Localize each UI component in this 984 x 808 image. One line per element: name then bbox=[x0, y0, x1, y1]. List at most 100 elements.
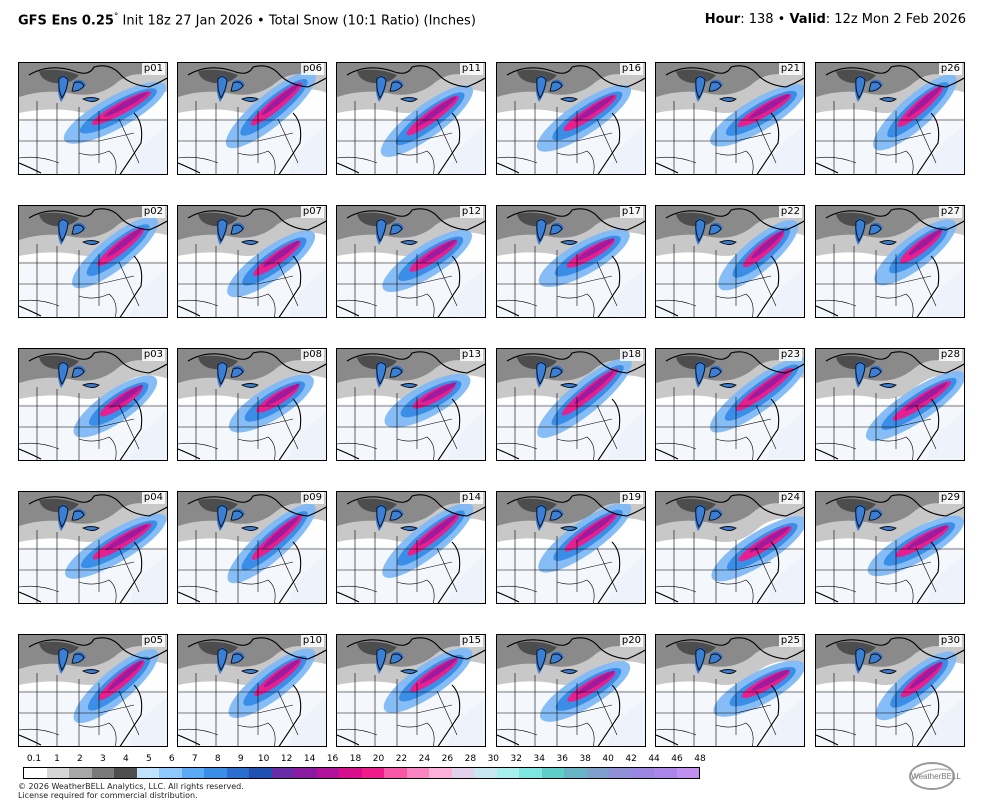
panel-member-label: p09 bbox=[300, 492, 324, 504]
panel-member-label: p29 bbox=[938, 492, 962, 504]
panel-member-label: p12 bbox=[459, 206, 483, 218]
ensemble-panel: p08 bbox=[177, 348, 327, 461]
colorbar-segment bbox=[631, 768, 654, 778]
header-left: GFS Ens 0.25° Init 18z 27 Jan 2026 • Tot… bbox=[18, 12, 476, 28]
ensemble-panel: p28 bbox=[815, 348, 965, 461]
snowfall-map bbox=[178, 63, 326, 174]
snowfall-map bbox=[816, 206, 964, 317]
snowfall-map bbox=[337, 206, 485, 317]
ensemble-panel: p25 bbox=[655, 634, 805, 747]
ensemble-panel: p18 bbox=[496, 348, 646, 461]
ensemble-panel: p22 bbox=[655, 205, 805, 318]
colorbar-segment bbox=[114, 768, 137, 778]
panel-member-label: p14 bbox=[459, 492, 483, 504]
ensemble-panel: p06 bbox=[177, 62, 327, 175]
panel-member-label: p21 bbox=[778, 63, 802, 75]
colorbar-segment bbox=[676, 768, 699, 778]
panel-member-label: p16 bbox=[619, 63, 643, 75]
snowfall-map bbox=[19, 206, 167, 317]
snowfall-map bbox=[178, 492, 326, 603]
ensemble-panel: p21 bbox=[655, 62, 805, 175]
panel-member-label: p06 bbox=[300, 63, 324, 75]
snowfall-map bbox=[497, 492, 645, 603]
degree-mark: ° bbox=[113, 12, 119, 22]
map-header: GFS Ens 0.25° Init 18z 27 Jan 2026 • Tot… bbox=[18, 12, 966, 34]
ensemble-panel: p14 bbox=[336, 491, 486, 604]
snowfall-map bbox=[337, 635, 485, 746]
panel-member-label: p04 bbox=[141, 492, 165, 504]
panel-member-label: p05 bbox=[141, 635, 165, 647]
panel-member-label: p27 bbox=[938, 206, 962, 218]
colorbar-segment bbox=[159, 768, 182, 778]
colorbar-tick-label: 1 bbox=[54, 754, 60, 764]
panel-member-label: p11 bbox=[459, 63, 483, 75]
snowfall-map bbox=[178, 349, 326, 460]
ensemble-panel: p27 bbox=[815, 205, 965, 318]
ensemble-panel: p17 bbox=[496, 205, 646, 318]
colorbar-segment bbox=[361, 768, 384, 778]
colorbar-tick-label: 4 bbox=[122, 754, 129, 764]
snowfall-map bbox=[816, 63, 964, 174]
ensemble-panel: p30 bbox=[815, 634, 965, 747]
snowfall-map bbox=[19, 349, 167, 460]
colorbar-tick-label: 24 bbox=[418, 754, 431, 764]
panel-member-label: p08 bbox=[300, 349, 324, 361]
product-name: Total Snow (10:1 Ratio) (Inches) bbox=[268, 13, 476, 29]
panel-member-label: p15 bbox=[459, 635, 483, 647]
panel-member-label: p19 bbox=[619, 492, 643, 504]
colorbar-tick-label: 30 bbox=[487, 754, 500, 764]
snowfall-map bbox=[656, 63, 804, 174]
panel-member-label: p25 bbox=[778, 635, 802, 647]
colorbar-segment bbox=[541, 768, 564, 778]
colorbar-tick-label: 46 bbox=[671, 754, 683, 764]
panel-member-label: p18 bbox=[619, 349, 643, 361]
ensemble-panel: p04 bbox=[18, 491, 168, 604]
panel-member-label: p10 bbox=[300, 635, 324, 647]
header-right: Hour: 138 • Valid: 12z Mon 2 Feb 2026 bbox=[705, 12, 966, 27]
colorbar-tick-label: 9 bbox=[237, 754, 244, 764]
panel-member-label: p02 bbox=[141, 206, 165, 218]
ensemble-panel: p03 bbox=[18, 348, 168, 461]
colorbar-segment bbox=[69, 768, 92, 778]
valid-value: : 12z Mon 2 Feb 2026 bbox=[825, 12, 966, 27]
colorbar-tick-label: 10 bbox=[257, 754, 270, 764]
snowfall-map bbox=[656, 635, 804, 746]
ensemble-panel: p10 bbox=[177, 634, 327, 747]
colorbar-segment bbox=[204, 768, 227, 778]
model-name: GFS Ens 0.25 bbox=[18, 13, 114, 29]
snowfall-map bbox=[656, 349, 804, 460]
colorbar-segment bbox=[586, 768, 609, 778]
ensemble-panel: p16 bbox=[496, 62, 646, 175]
panel-member-label: p24 bbox=[778, 492, 802, 504]
panel-member-label: p03 bbox=[141, 349, 165, 361]
colorbar-tick-label: 2 bbox=[77, 754, 83, 764]
colorbar-segment bbox=[519, 768, 542, 778]
colorbar-tick-label: 42 bbox=[625, 754, 637, 764]
colorbar-tick-label: 8 bbox=[214, 754, 221, 764]
snowfall-map bbox=[656, 206, 804, 317]
weatherbell-logo: WeatherBELL bbox=[909, 762, 961, 790]
colorbar-segment bbox=[46, 768, 69, 778]
colorbar-tick-label: 40 bbox=[602, 754, 614, 764]
snowfall-map bbox=[816, 349, 964, 460]
colorbar-segment bbox=[474, 768, 497, 778]
panel-member-label: p13 bbox=[459, 349, 483, 361]
colorbar-tick-label: 48 bbox=[694, 754, 706, 764]
hour-label: Hour bbox=[704, 12, 741, 27]
colorbar-tick-label: 36 bbox=[556, 754, 568, 764]
snowfall-map bbox=[178, 206, 326, 317]
svg-text:WeatherBELL: WeatherBELL bbox=[911, 772, 961, 781]
colorbar-segment bbox=[181, 768, 204, 778]
colorbar-tick-label: 16 bbox=[326, 754, 339, 764]
snowfall-map bbox=[19, 63, 167, 174]
copyright-notice: © 2026 WeatherBELL Analytics, LLC. All r… bbox=[18, 782, 244, 800]
valid-label: Valid bbox=[789, 12, 826, 27]
colorbar-tick-label: 14 bbox=[303, 754, 316, 764]
snowfall-map bbox=[656, 492, 804, 603]
ensemble-panel: p11 bbox=[336, 62, 486, 175]
colorbar bbox=[23, 767, 700, 779]
colorbar-segment bbox=[654, 768, 677, 778]
snowfall-map bbox=[337, 63, 485, 174]
colorbar-segment bbox=[496, 768, 519, 778]
panel-member-label: p17 bbox=[619, 206, 643, 218]
